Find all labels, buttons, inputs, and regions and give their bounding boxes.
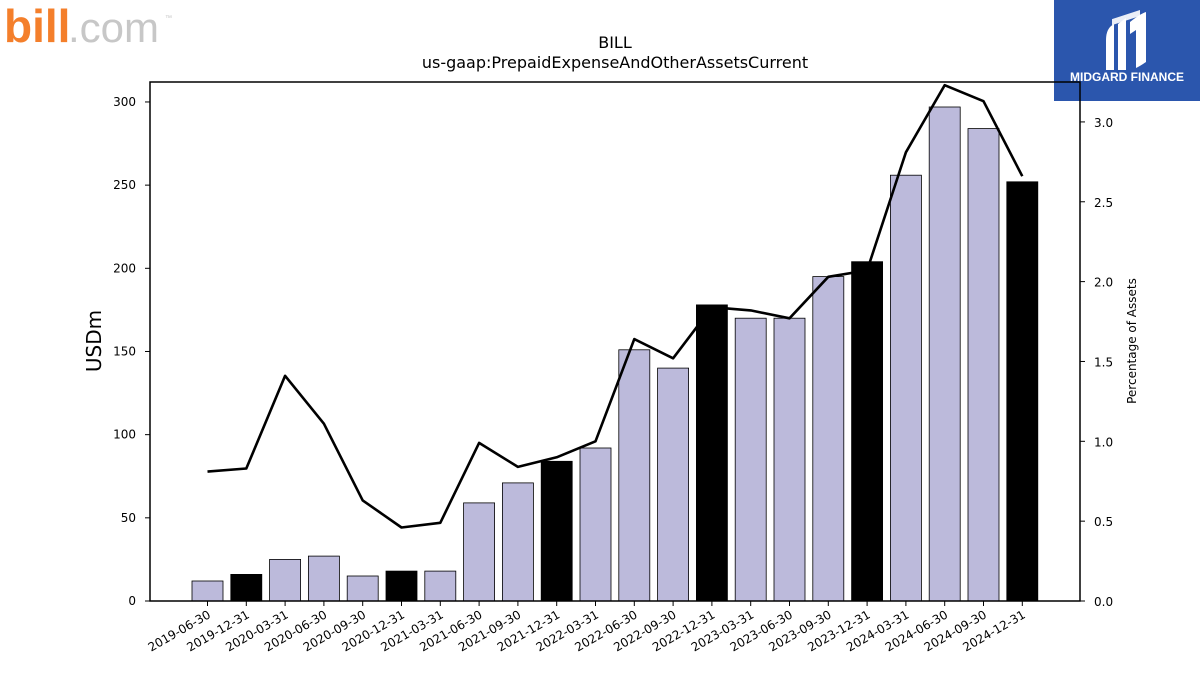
- bar-2022-03-31: [579, 447, 612, 602]
- bar-2021-12-31: [540, 460, 573, 602]
- bar-2020-03-31: [269, 559, 302, 602]
- bill-com-logo: bill .com ™: [4, 0, 174, 52]
- y-tick-label: 100: [113, 428, 136, 442]
- y2-tick-label: 0.5: [1094, 515, 1113, 529]
- bar-2019-06-30: [191, 580, 224, 602]
- midgard-logo-text: MIDGARD FINANCE: [1070, 70, 1184, 84]
- bar-series: [191, 106, 1039, 602]
- y-axis-label: USDm: [82, 310, 106, 372]
- bar-2024-12-31: [1006, 181, 1039, 602]
- bar-2021-03-31: [424, 570, 457, 602]
- bar-2020-12-31: [385, 570, 418, 602]
- midgard-emblem-icon: [1106, 10, 1146, 70]
- bar-2023-09-30: [812, 276, 845, 602]
- y2-tick-label: 2.5: [1094, 196, 1113, 210]
- chart-subtitle: us-gaap:PrepaidExpenseAndOtherAssetsCurr…: [422, 53, 808, 72]
- y-tick-label: 200: [113, 261, 136, 275]
- bar-2019-12-31: [230, 574, 263, 602]
- bar-2023-03-31: [734, 317, 767, 602]
- line-series: [207, 83, 1024, 529]
- chart-title: BILL: [598, 33, 632, 52]
- bar-2022-12-31: [696, 304, 728, 602]
- bar-2023-06-30: [773, 317, 806, 602]
- y2-tick-label: 3.0: [1094, 116, 1113, 130]
- axes: [145, 81, 1085, 606]
- y-tick-label: 50: [121, 511, 136, 525]
- y-tick-label: 0: [128, 594, 136, 608]
- bar-2024-03-31: [890, 174, 922, 602]
- plot-frame: [149, 81, 1081, 602]
- y-tick-label: 300: [113, 95, 136, 109]
- y2-tick-label: 1.0: [1094, 435, 1113, 449]
- bar-2021-09-30: [501, 482, 534, 602]
- bar-2020-06-30: [307, 555, 340, 602]
- midgard-finance-logo: MIDGARD FINANCE: [1054, 0, 1200, 101]
- percentage-line: [207, 83, 1024, 529]
- bar-2022-06-30: [618, 349, 651, 602]
- bar-2020-09-30: [346, 575, 379, 602]
- bar-2023-12-31: [851, 261, 883, 602]
- bar-2022-09-30: [657, 367, 689, 602]
- tick-labels: 0501001502002503000.00.51.01.52.02.53.02…: [113, 95, 1113, 655]
- y2-tick-label: 2.0: [1094, 276, 1113, 290]
- y2-tick-label: 0.0: [1094, 595, 1113, 609]
- bill-logo-trademark: ™: [165, 15, 172, 22]
- bill-logo-text: bill: [4, 2, 70, 46]
- y-tick-label: 150: [113, 344, 136, 358]
- y2-tick-label: 1.5: [1094, 355, 1113, 369]
- y2-axis-label: Percentage of Assets: [1125, 278, 1139, 404]
- y-tick-label: 250: [113, 178, 136, 192]
- bar-2024-06-30: [928, 106, 961, 602]
- bar-2021-06-30: [463, 502, 496, 602]
- bill-logo-suffix: .com: [68, 4, 159, 46]
- bar-2024-09-30: [967, 128, 1000, 602]
